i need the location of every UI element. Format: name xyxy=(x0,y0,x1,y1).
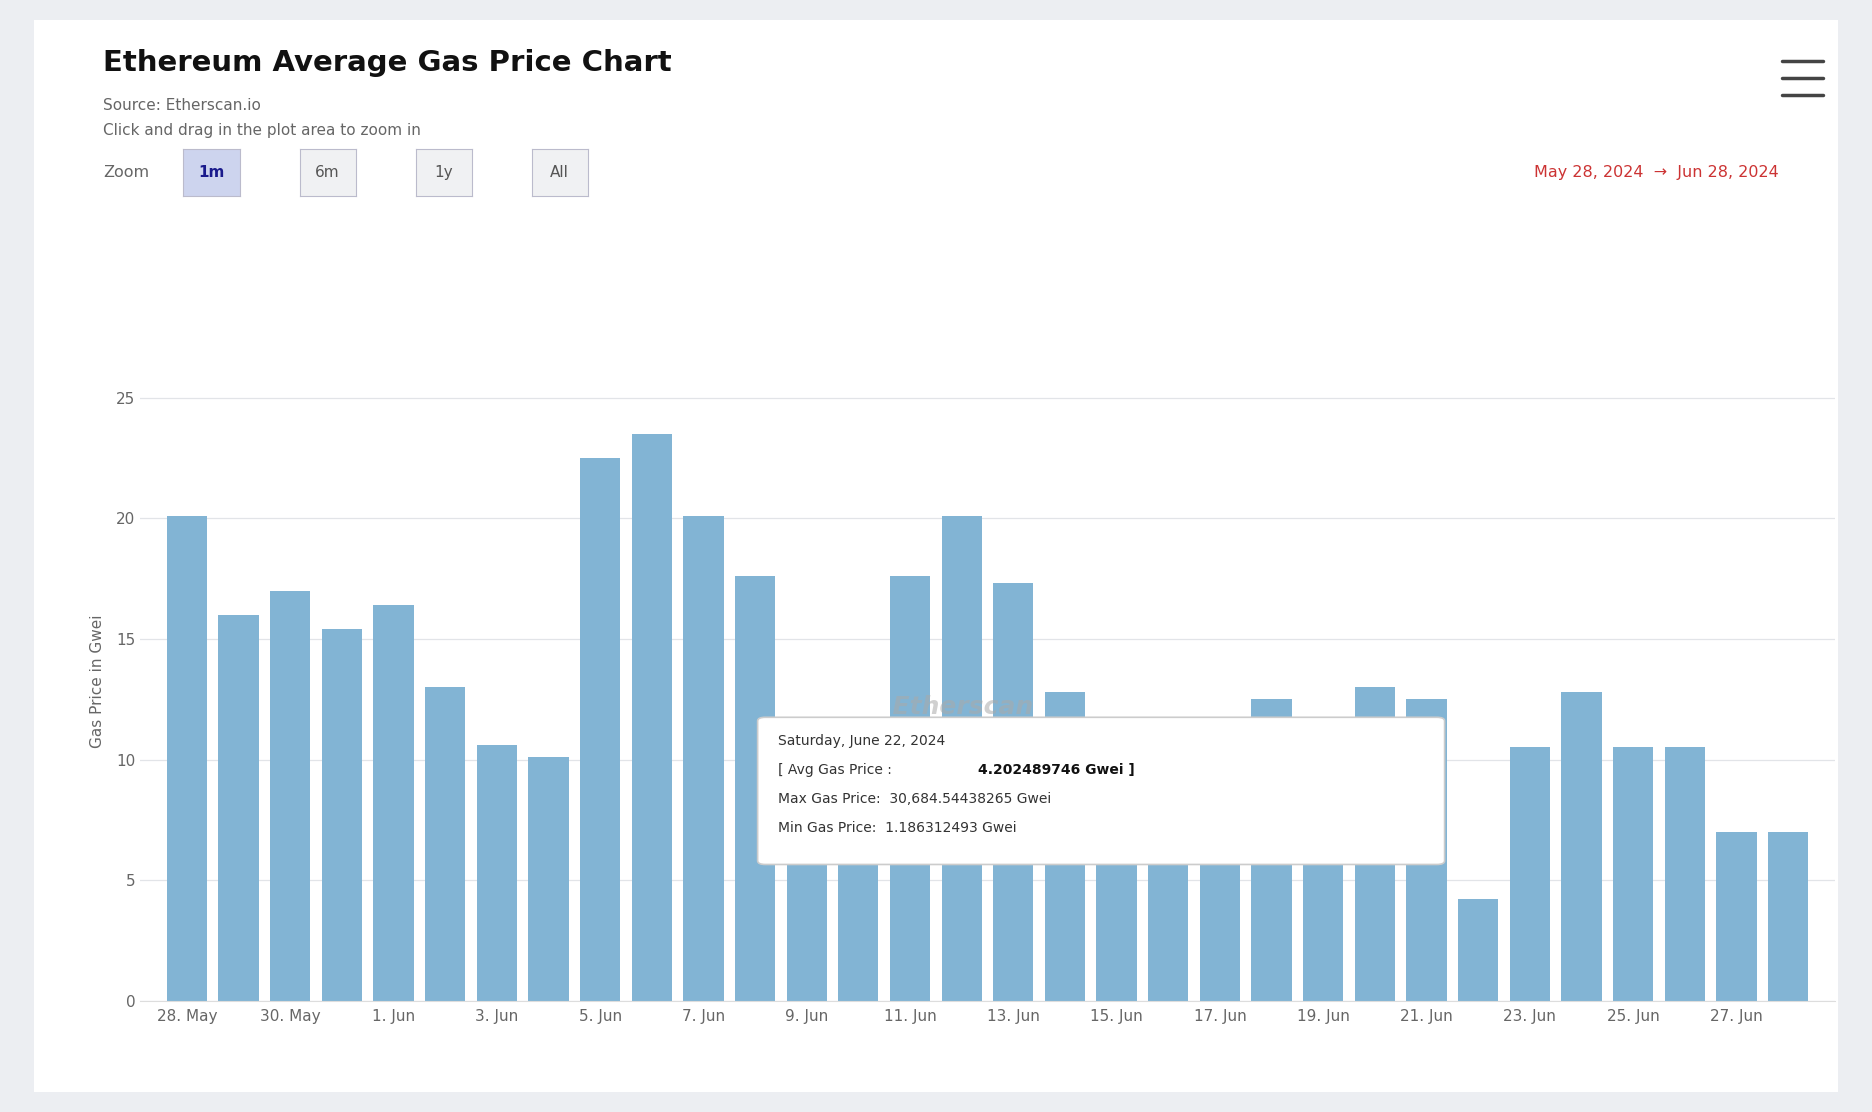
Bar xyxy=(1561,692,1602,1001)
Text: Ethereum Average Gas Price Chart: Ethereum Average Gas Price Chart xyxy=(103,49,672,77)
Bar xyxy=(1664,747,1705,1001)
Text: 4.202489746 Gwei ]: 4.202489746 Gwei ] xyxy=(979,763,1134,777)
Text: 1y: 1y xyxy=(434,165,453,180)
Bar xyxy=(1458,900,1498,1001)
Bar xyxy=(1303,745,1344,1001)
Bar xyxy=(683,516,724,1001)
Text: May 28, 2024  →  Jun 28, 2024: May 28, 2024 → Jun 28, 2024 xyxy=(1533,165,1778,180)
Text: Zoom: Zoom xyxy=(103,165,150,180)
Text: Etherscan: Etherscan xyxy=(874,695,1033,718)
Bar xyxy=(1717,832,1756,1001)
Bar xyxy=(373,605,414,1001)
Bar xyxy=(736,576,775,1001)
Y-axis label: Gas Price in Gwei: Gas Price in Gwei xyxy=(90,614,105,748)
Bar xyxy=(942,516,981,1001)
Bar xyxy=(1355,687,1395,1001)
Bar xyxy=(1148,851,1189,1001)
Bar xyxy=(1097,836,1136,1001)
Bar xyxy=(1509,747,1550,1001)
Bar xyxy=(167,516,208,1001)
Bar xyxy=(1767,832,1808,1001)
Bar xyxy=(580,458,620,1001)
Text: Saturday, June 22, 2024: Saturday, June 22, 2024 xyxy=(779,734,945,748)
Bar xyxy=(1250,699,1292,1001)
Bar xyxy=(477,745,517,1001)
Bar xyxy=(270,590,311,1001)
Bar xyxy=(1614,747,1653,1001)
Bar xyxy=(528,757,569,1001)
Bar xyxy=(786,745,827,1001)
Bar xyxy=(839,757,878,1001)
Text: 1m: 1m xyxy=(198,165,225,180)
Bar xyxy=(1200,747,1239,1001)
FancyBboxPatch shape xyxy=(758,717,1445,864)
Bar xyxy=(1045,692,1086,1001)
Bar xyxy=(425,687,466,1001)
Text: Max Gas Price:  30,684.54438265 Gwei: Max Gas Price: 30,684.54438265 Gwei xyxy=(779,792,1052,806)
Bar xyxy=(994,584,1033,1001)
Text: All: All xyxy=(550,165,569,180)
Bar xyxy=(889,576,930,1001)
Text: Min Gas Price:  1.186312493 Gwei: Min Gas Price: 1.186312493 Gwei xyxy=(779,821,1016,835)
Text: Click and drag in the plot area to zoom in: Click and drag in the plot area to zoom … xyxy=(103,123,421,138)
Text: 6m: 6m xyxy=(314,165,341,180)
Bar xyxy=(322,629,361,1001)
Bar xyxy=(219,615,258,1001)
Bar xyxy=(631,434,672,1001)
Bar xyxy=(1406,699,1447,1001)
Text: Source: Etherscan.io: Source: Etherscan.io xyxy=(103,98,260,112)
Text: [ Avg Gas Price :: [ Avg Gas Price : xyxy=(779,763,897,777)
